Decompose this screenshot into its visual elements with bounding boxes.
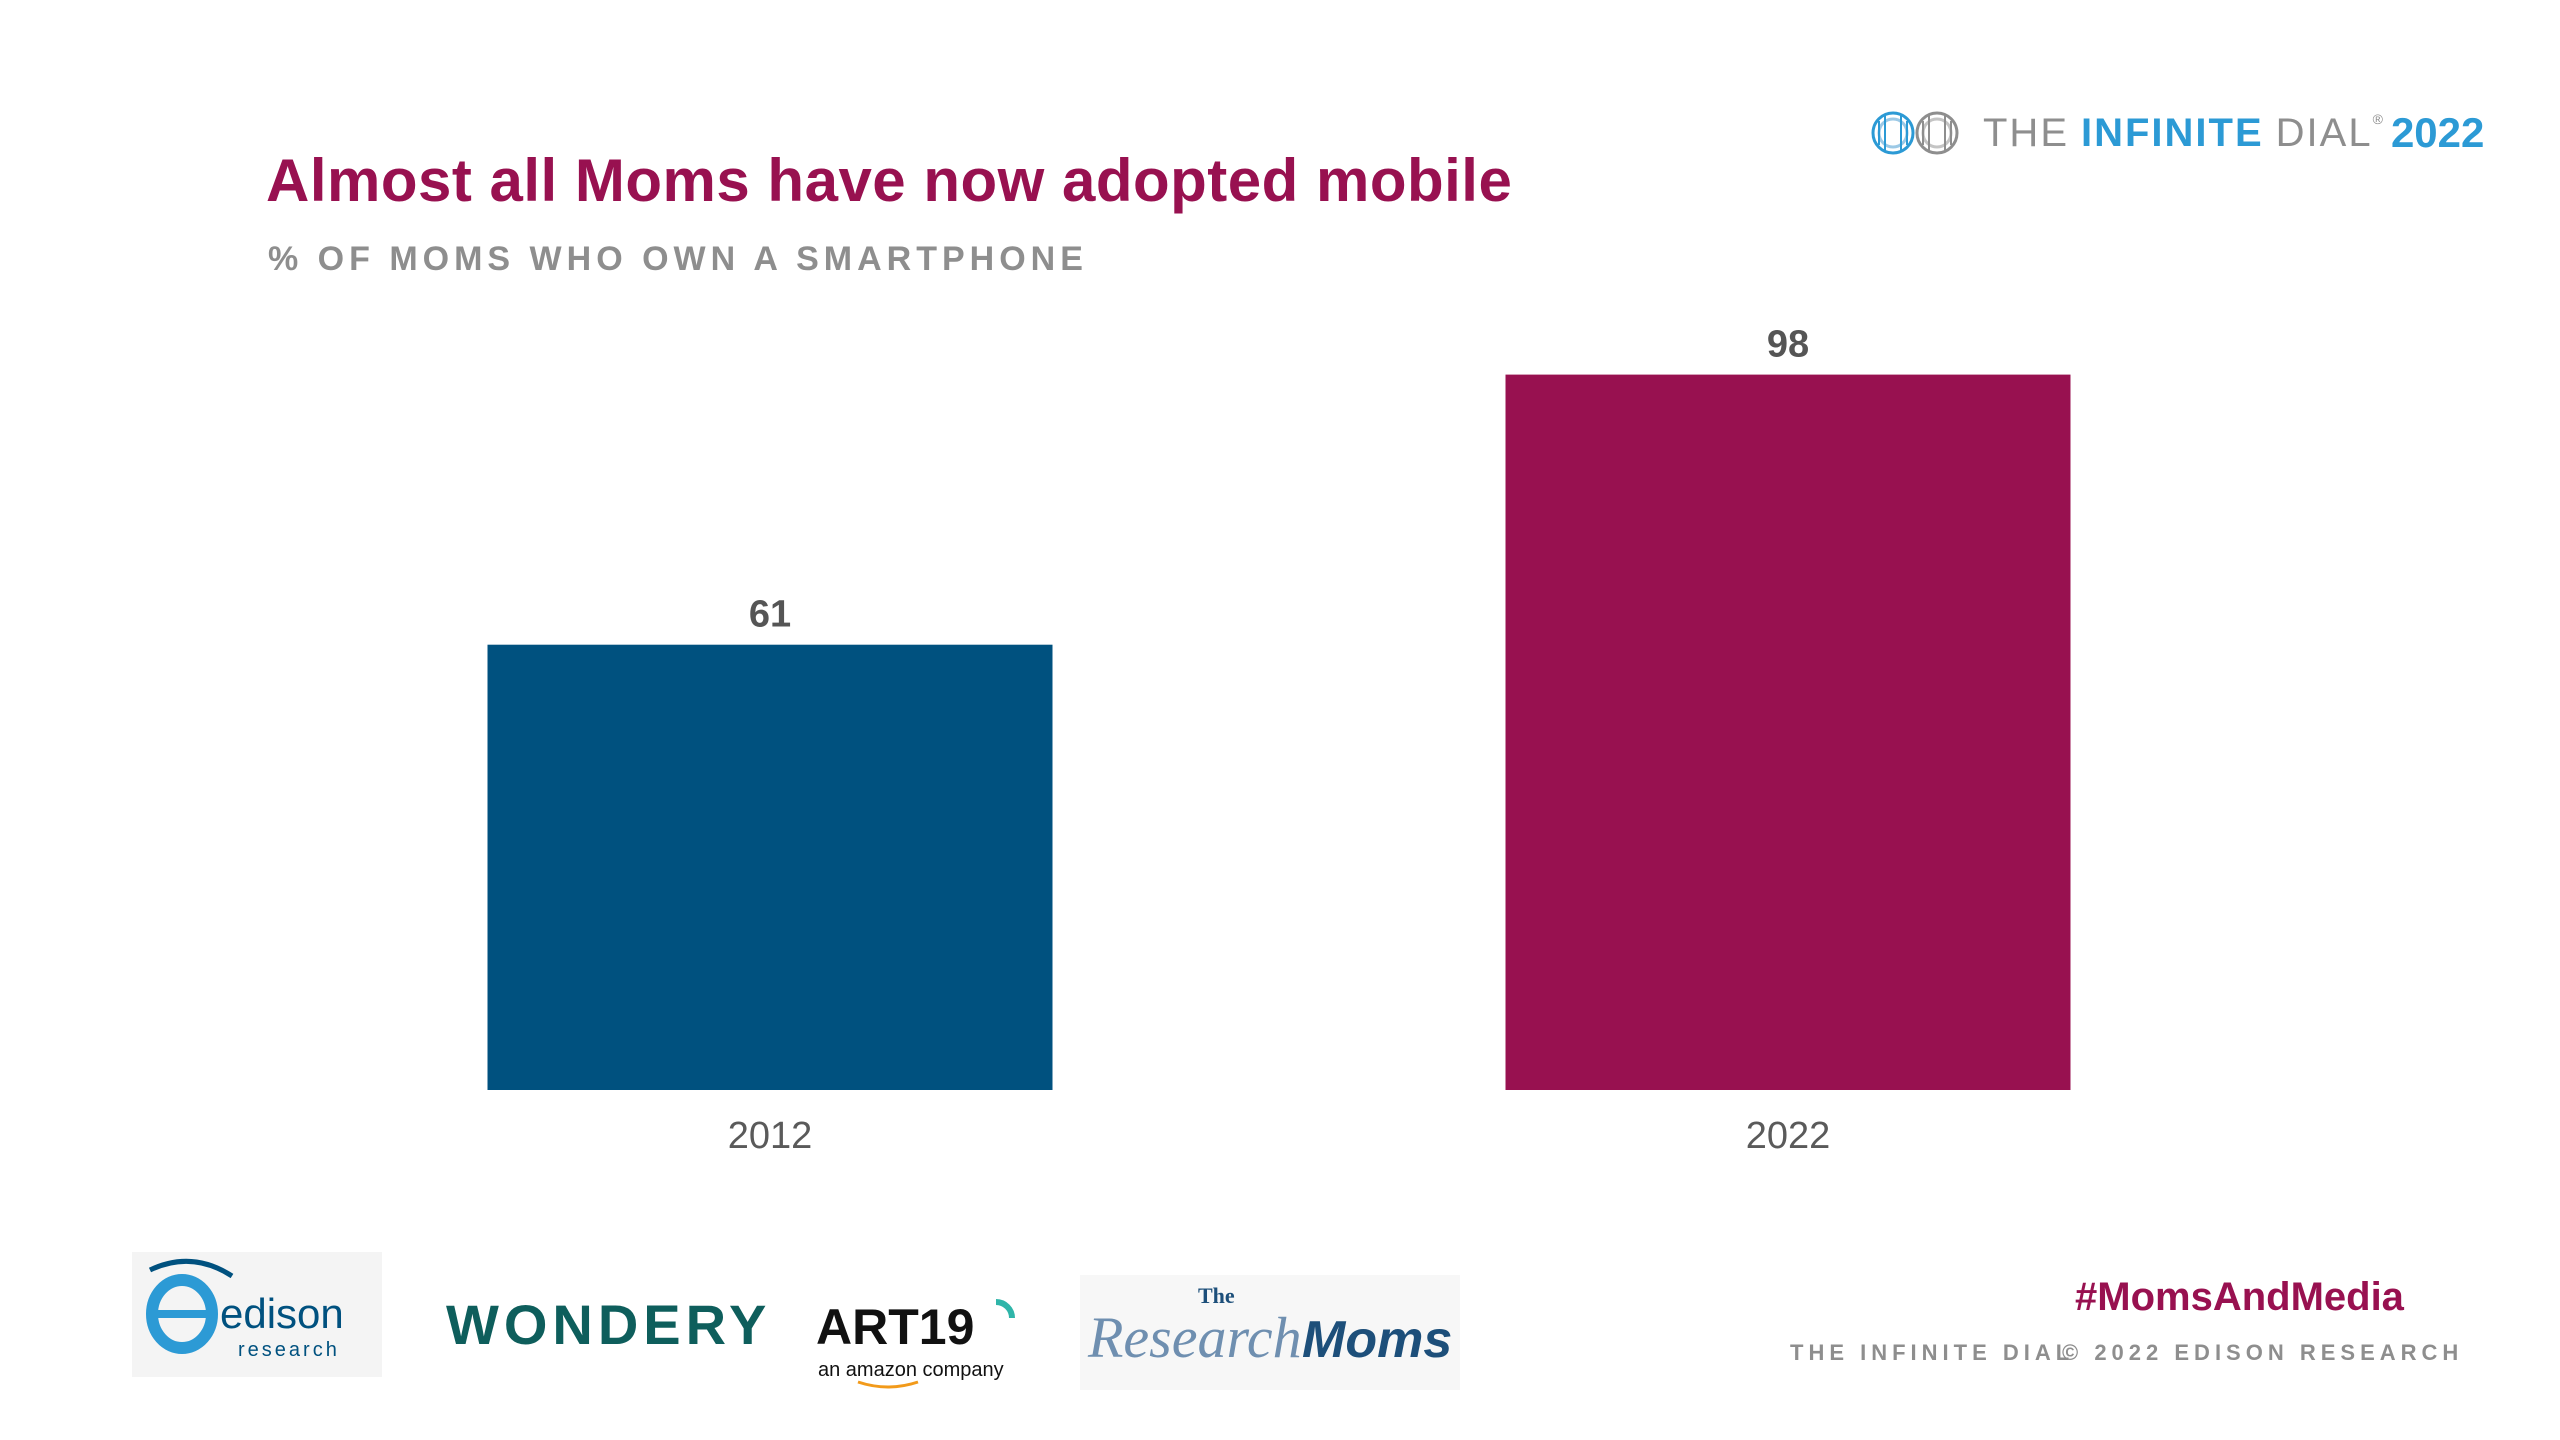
- hashtag: #MomsAndMedia: [2075, 1275, 2404, 1319]
- brand-infinite-text: INFINITE: [2081, 110, 2264, 155]
- researchmoms-the: The: [1198, 1283, 1235, 1308]
- infinite-dial-logo-icon: [1871, 111, 1959, 155]
- brand-registered-mark: ®: [2372, 111, 2383, 127]
- researchmoms-research: Research: [1087, 1305, 1302, 1370]
- bar-chart: 61 2012 98 2022: [487, 324, 2071, 1157]
- edison-word: edison: [220, 1290, 344, 1337]
- x-tick-label-2022: 2022: [1746, 1115, 1831, 1157]
- bar-2022: [1505, 374, 2071, 1091]
- wondery-logo: WONDERY: [446, 1293, 772, 1356]
- edison-research-logo: edison research: [132, 1252, 382, 1377]
- bar-2012: [487, 644, 1053, 1090]
- brand-year-text: 2022: [2390, 109, 2485, 156]
- data-label-2022: 98: [1767, 324, 1809, 366]
- chart-title: Almost all Moms have now adopted mobile: [266, 147, 1513, 214]
- chart-subtitle: % OF MOMS WHO OWN A SMARTPHONE: [268, 240, 1088, 278]
- data-label-2012: 61: [749, 594, 791, 636]
- art19-word: ART19: [816, 1299, 974, 1355]
- art19-sub: an amazon company: [818, 1359, 1004, 1381]
- art19-logo: ART19 an amazon company: [816, 1299, 1015, 1389]
- edison-sub: research: [238, 1339, 340, 1361]
- footer-copyright: © 2022 EDISON RESEARCH: [2062, 1340, 2464, 1365]
- infinite-dial-brand: THE INFINITE DIAL ® 2022: [1865, 100, 2484, 166]
- researchmoms-moms: Moms: [1302, 1311, 1452, 1369]
- brand-the-text: THE: [1983, 110, 2069, 155]
- footer-infinite-dial: THE INFINITE DIAL: [1790, 1340, 2075, 1365]
- brand-dial-text: DIAL: [2275, 110, 2373, 155]
- x-tick-label-2012: 2012: [728, 1115, 813, 1157]
- the-research-moms-logo: The Research Moms: [1080, 1275, 1460, 1390]
